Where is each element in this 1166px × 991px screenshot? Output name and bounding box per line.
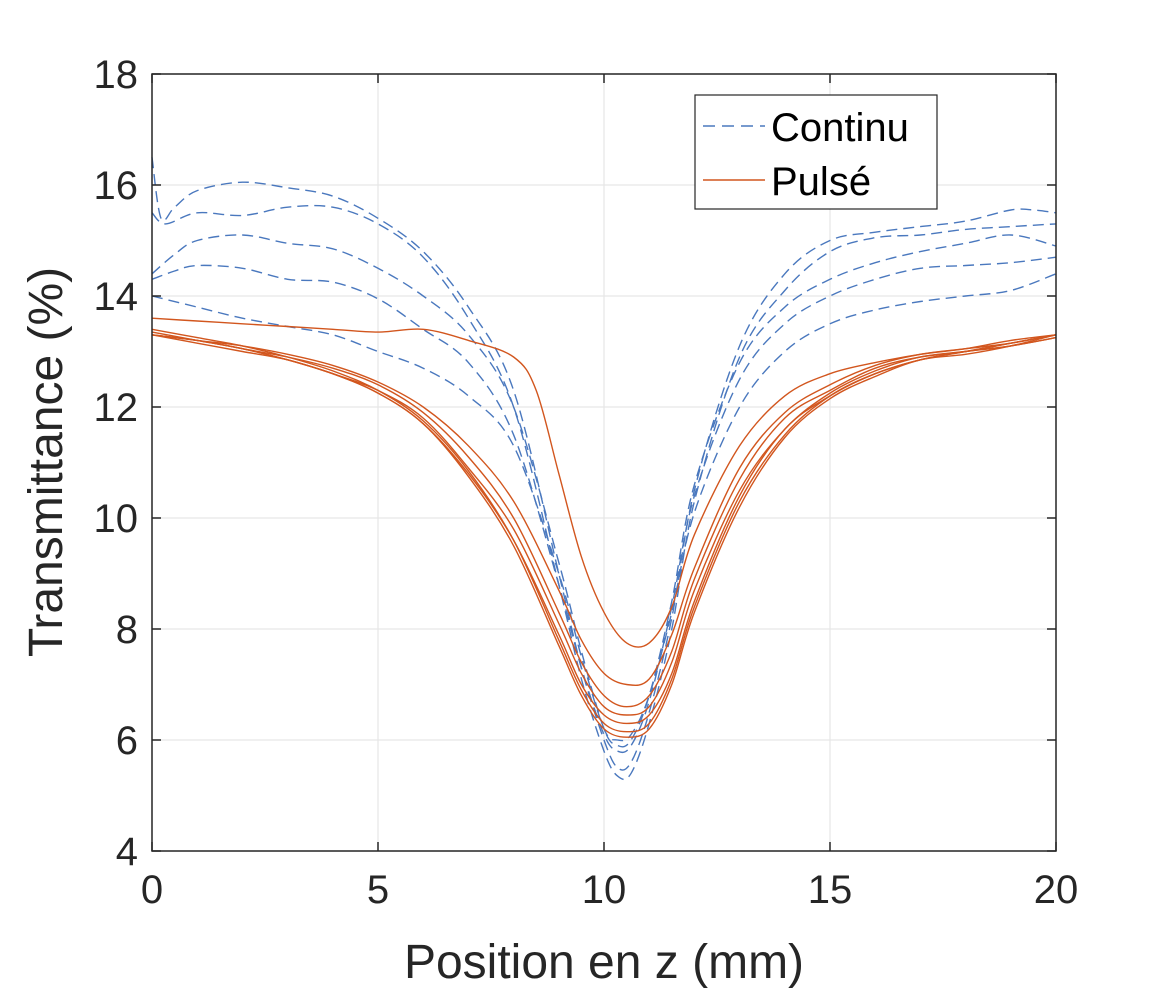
series-line-pulse [151, 334, 1057, 687]
x-tick-label: 15 [808, 868, 853, 912]
y-tick-label: 10 [94, 497, 139, 541]
y-axis-label: Transmittance (%) [20, 267, 73, 657]
series-line-pulse [151, 317, 1057, 648]
legend-label-continu: Continu [771, 106, 909, 150]
x-tick-label: 5 [367, 868, 389, 912]
y-tick-label: 6 [116, 719, 138, 763]
series-line-continu [151, 273, 1057, 742]
y-tick-label: 14 [94, 275, 139, 319]
legend: Continu Pulsé [694, 94, 938, 210]
x-axis-label: Position en z (mm) [404, 936, 804, 989]
y-tick-label: 16 [94, 164, 139, 208]
legend-label-pulse: Pulsé [771, 160, 871, 204]
y-tick-label: 8 [116, 608, 138, 652]
series-line-continu [151, 256, 1057, 754]
x-tick-label: 20 [1034, 868, 1079, 912]
legend-box [694, 94, 938, 210]
series-line-continu [151, 157, 1057, 771]
x-tick-label: 10 [582, 868, 627, 912]
series-layer [151, 157, 1057, 781]
series-line-continu [151, 204, 1057, 781]
series-line-pulse [151, 334, 1057, 738]
series-line-pulse [151, 334, 1057, 708]
y-tick-label: 4 [116, 830, 138, 874]
tick-layer: 0 5 10 15 20 4 6 8 10 12 14 16 18 [94, 53, 1079, 912]
x-tick-label: 0 [141, 868, 163, 912]
y-tick-label: 18 [94, 53, 139, 97]
y-tick-label: 12 [94, 386, 139, 430]
series-line-pulse [151, 328, 1057, 733]
series-line-continu [151, 234, 1057, 748]
